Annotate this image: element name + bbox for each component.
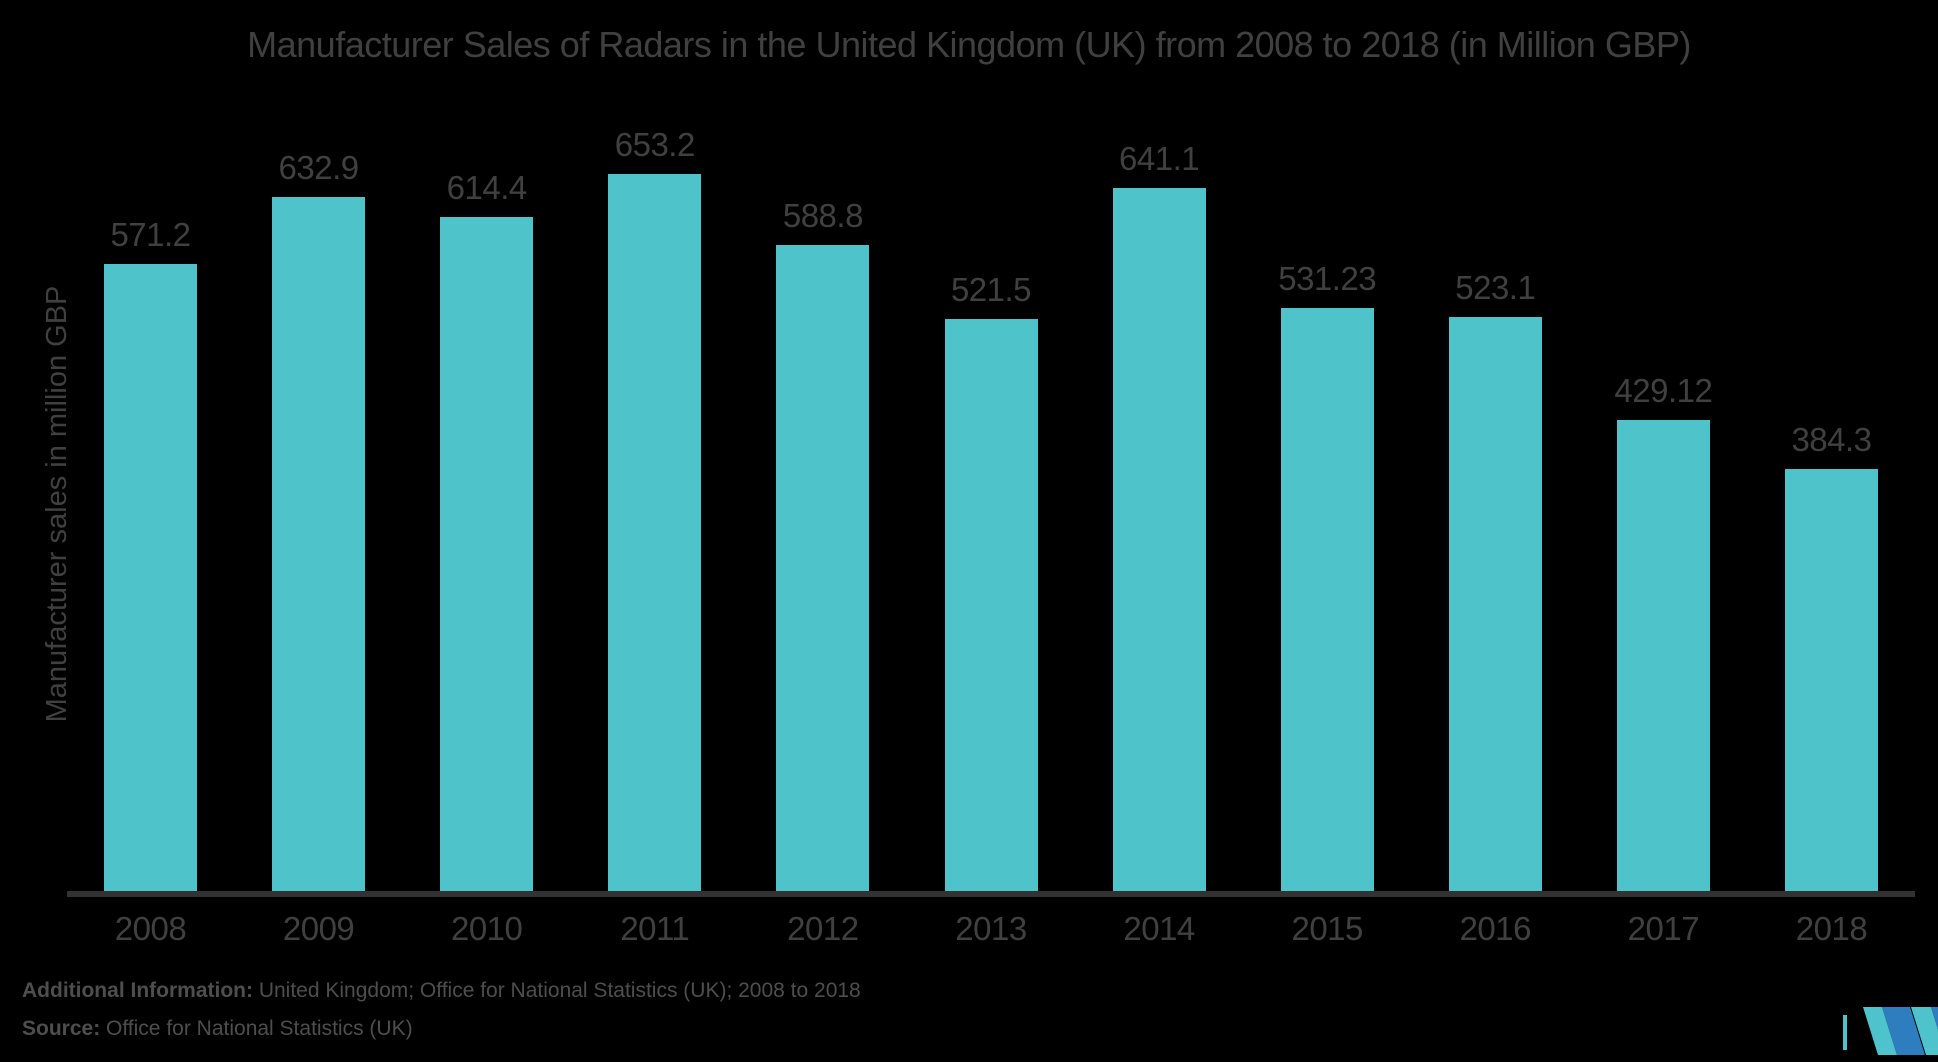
bar-value-label: 531.23 (1278, 260, 1377, 298)
x-tick-label: 2008 (114, 910, 187, 947)
bar (944, 318, 1038, 891)
x-axis-line (67, 891, 1915, 897)
x-tick-label: 2010 (450, 910, 523, 947)
bar (104, 264, 197, 891)
chart-title: Manufacturer Sales of Radars in the Unit… (247, 24, 1691, 65)
logo-shape (1911, 1007, 1938, 1055)
bar (1616, 420, 1710, 891)
x-axis-ticks: 2008 2009 2010 2011 2012 2013 2014 2015 2016 2017… (0, 910, 1938, 950)
source-text: Office for National Statistics (UK) (100, 1017, 413, 1040)
x-tick-label: 2009 (282, 910, 355, 947)
x-tick-label: 2014 (1123, 910, 1195, 947)
bar (1280, 308, 1374, 891)
bar-value-label: 571.2 (110, 216, 191, 254)
bar (1785, 469, 1878, 891)
x-tick-label: 2017 (1627, 910, 1700, 947)
bar (272, 196, 366, 891)
bar-value-label: 384.3 (1791, 421, 1872, 459)
bar-value-label: 614.4 (446, 168, 528, 206)
bar-value-label: 653.2 (614, 126, 696, 164)
footer-additional-info: Additional Information: United Kingdom; … (22, 980, 861, 1001)
bar-value-label: 641.1 (1119, 139, 1200, 177)
mordor-intelligence-logo-icon (1843, 1007, 1938, 1055)
bar (776, 244, 870, 891)
additional-info-label: Additional Information: (22, 979, 253, 1002)
bar (440, 216, 534, 891)
x-tick-label: 2013 (955, 910, 1027, 947)
bar-value-label: 429.12 (1614, 372, 1713, 410)
footer: Additional Information: United Kingdom; … (22, 980, 861, 1056)
source-label: Source: (22, 1017, 101, 1040)
x-tick-label: 2016 (1459, 910, 1532, 947)
bar (1448, 317, 1542, 891)
additional-info-text: United Kingdom; Office for National Stat… (252, 979, 861, 1002)
x-tick-label: 2012 (787, 910, 859, 947)
bar-value-label: 521.5 (950, 270, 1032, 308)
x-tick-label: 2015 (1291, 910, 1363, 947)
logo-shape (1863, 1007, 1897, 1055)
bar-value-label: 523.1 (1455, 269, 1536, 307)
bar (1112, 187, 1206, 891)
bar-value-label: 632.9 (278, 148, 360, 186)
footer-source: Source: Office for National Statistics (… (22, 1018, 861, 1039)
logo-shape (1882, 1007, 1925, 1055)
logo-shape (1843, 1015, 1847, 1050)
x-tick-label: 2018 (1795, 910, 1868, 947)
bar-value-label: 588.8 (782, 196, 864, 234)
bar (608, 174, 702, 891)
plot-area: 571.2 632.9 614.4 653.2 588.8 521.5 641.1 531.2… (0, 90, 1938, 891)
x-tick-label: 2011 (620, 910, 690, 947)
